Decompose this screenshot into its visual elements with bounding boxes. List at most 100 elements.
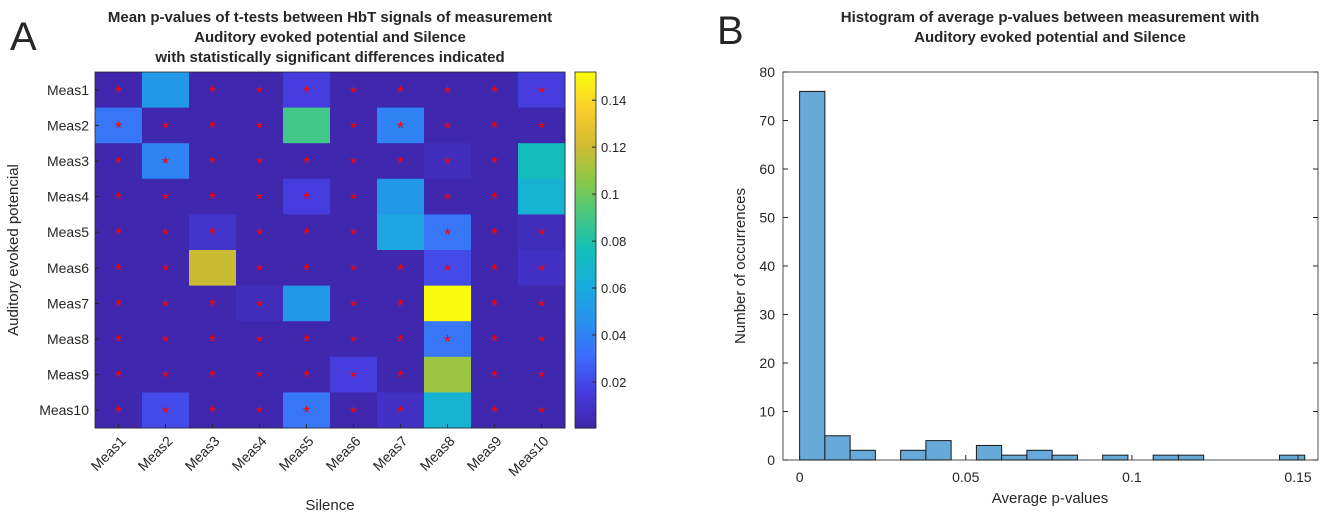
colorbar-segment bbox=[575, 362, 596, 367]
significance-marker: * bbox=[209, 154, 216, 174]
heatmap-cell bbox=[518, 321, 566, 358]
colorbar-segment bbox=[575, 199, 596, 204]
colorbar-segment bbox=[575, 339, 596, 343]
colorbar-segment bbox=[575, 107, 596, 112]
colorbar-segment bbox=[575, 333, 596, 337]
significance-marker: * bbox=[115, 261, 122, 281]
colorbar-segment bbox=[575, 178, 596, 183]
significance-marker: * bbox=[115, 368, 122, 388]
colorbar-segment bbox=[575, 380, 596, 385]
histogram-bar bbox=[1026, 449, 1053, 461]
heatmap-cell bbox=[377, 214, 425, 251]
heatmap-xlabel: Silence bbox=[305, 497, 354, 514]
colorbar-segment bbox=[575, 264, 596, 269]
colorbar-segment bbox=[575, 416, 596, 420]
colorbar-segment bbox=[575, 181, 596, 186]
heatmap-cell bbox=[236, 321, 284, 358]
colorbar-segment bbox=[575, 291, 596, 296]
heatmap-cell bbox=[189, 321, 237, 358]
significance-marker: * bbox=[350, 118, 357, 138]
colorbar-segment bbox=[575, 190, 596, 195]
heatmap-cell bbox=[142, 321, 190, 358]
heatmap-cell bbox=[95, 214, 143, 251]
heatmap-cell bbox=[283, 321, 331, 358]
significance-marker: * bbox=[303, 190, 310, 210]
significance-marker: * bbox=[397, 154, 404, 174]
colorbar-segment bbox=[575, 327, 596, 331]
colorbar-segment bbox=[575, 404, 596, 408]
significance-marker: * bbox=[256, 83, 263, 103]
heatmap-cell bbox=[283, 178, 331, 215]
colorbar-segment bbox=[575, 119, 596, 124]
heatmap-title-line3: with statistically significant differenc… bbox=[154, 49, 504, 66]
colorbar-segment bbox=[575, 383, 596, 388]
heatmap-cell bbox=[236, 178, 284, 215]
significance-marker: * bbox=[115, 332, 122, 352]
heatmap-xtick-label: Meas3 bbox=[182, 433, 223, 474]
heatmap-cell bbox=[236, 143, 284, 180]
heatmap-cell bbox=[330, 356, 378, 393]
colorbar-segment bbox=[575, 318, 596, 322]
heatmap-cell bbox=[377, 250, 425, 287]
colorbar-segment bbox=[575, 344, 596, 349]
significance-marker: * bbox=[209, 190, 216, 210]
colorbar-segment bbox=[575, 371, 596, 376]
colorbar-segment bbox=[575, 374, 596, 379]
histogram-xtick-label: 0 bbox=[796, 469, 804, 485]
significance-marker: * bbox=[303, 261, 310, 281]
histogram-bar bbox=[824, 435, 851, 461]
heatmap-ytick-label: Meas10 bbox=[39, 402, 89, 418]
colorbar-segment bbox=[575, 220, 596, 224]
colorbar-segment bbox=[575, 294, 596, 299]
histogram-panel: Histogram of average p-values between me… bbox=[732, 9, 1319, 507]
heatmap-ylabel: Auditory evoked potencial bbox=[5, 164, 22, 336]
significance-marker: * bbox=[162, 296, 169, 316]
significance-marker: * bbox=[162, 261, 169, 281]
significance-marker: * bbox=[256, 296, 263, 316]
colorbar-segment bbox=[575, 297, 596, 302]
significance-marker: * bbox=[491, 332, 498, 352]
colorbar-segment bbox=[575, 187, 596, 192]
colorbar-segment bbox=[575, 163, 596, 168]
heatmap-cell bbox=[95, 107, 143, 144]
heatmap-cell bbox=[424, 143, 472, 180]
colorbar-segment bbox=[575, 244, 596, 248]
colorbar-segment bbox=[575, 238, 596, 242]
colorbar-segment bbox=[575, 143, 596, 147]
colorbar-segment bbox=[575, 261, 596, 266]
colorbar-segment bbox=[575, 365, 596, 370]
colorbar-segment bbox=[575, 214, 596, 218]
colorbar-segment bbox=[575, 398, 596, 402]
histogram-bar bbox=[900, 449, 927, 461]
heatmap-cell bbox=[377, 392, 425, 429]
heatmap-cell bbox=[142, 392, 190, 429]
colorbar-segment bbox=[575, 356, 596, 361]
colorbar-box bbox=[574, 71, 597, 429]
heatmap-ytick-label: Meas4 bbox=[47, 189, 89, 205]
histogram-bar bbox=[1051, 454, 1078, 461]
heatmap-cell bbox=[471, 107, 519, 144]
significance-marker: * bbox=[209, 403, 216, 423]
colorbar-segment bbox=[575, 158, 596, 162]
heatmap-cell bbox=[424, 72, 472, 109]
histogram-title-line2: Auditory evoked potential and Silence bbox=[914, 29, 1186, 46]
significance-marker: * bbox=[444, 190, 451, 210]
histogram-ytick-label: 10 bbox=[759, 404, 775, 420]
heatmap-cell bbox=[95, 178, 143, 215]
colorbar-segment bbox=[575, 193, 596, 198]
heatmap-panel: Mean p-values of t-tests between HbT sig… bbox=[5, 9, 626, 514]
heatmap-cell bbox=[424, 356, 472, 393]
colorbar-segment bbox=[575, 217, 596, 221]
colorbar-segment bbox=[575, 146, 596, 150]
heatmap-cell bbox=[189, 72, 237, 109]
colorbar-segment bbox=[575, 270, 596, 275]
heatmap-cell bbox=[236, 72, 284, 109]
significance-marker: * bbox=[444, 83, 451, 103]
colorbar-segment bbox=[575, 223, 596, 227]
heatmap-cell bbox=[330, 250, 378, 287]
significance-marker: * bbox=[397, 296, 404, 316]
heatmap-cell bbox=[424, 392, 472, 429]
heatmap-cell bbox=[283, 250, 331, 287]
colorbar-segment bbox=[575, 161, 596, 165]
significance-marker: * bbox=[350, 296, 357, 316]
